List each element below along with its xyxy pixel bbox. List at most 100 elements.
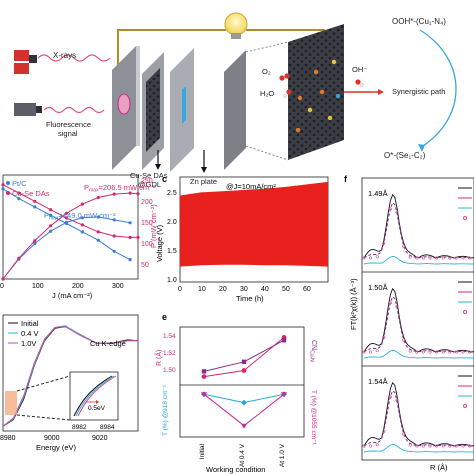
data-point	[33, 242, 37, 246]
oh-label: OH⁻	[352, 65, 367, 74]
data-point	[362, 350, 366, 354]
end-plate	[224, 50, 246, 170]
xray-label: X-rays	[53, 51, 76, 60]
exafs-fit-line	[363, 201, 474, 259]
svg-text:8984: 8984	[100, 424, 115, 431]
exafs-im-line	[363, 349, 474, 359]
panel-b-plot	[1, 183, 140, 281]
data-point	[80, 230, 84, 234]
data-point	[128, 235, 132, 239]
svg-text:2.0: 2.0	[167, 219, 177, 226]
zoom-connector	[16, 375, 71, 421]
data-point	[33, 199, 37, 203]
data-point	[128, 258, 132, 262]
zoom-box	[5, 391, 17, 415]
path-top-label: OOH*-(Cu₁-N₄)	[392, 17, 446, 26]
data-point	[408, 443, 412, 447]
data-point	[112, 218, 116, 222]
exafs-im-line	[363, 443, 474, 453]
voltage-band	[180, 181, 328, 267]
panel-f-ylabel: FT(k²χ(k)) (Å⁻³)	[349, 278, 358, 330]
data-point	[1, 277, 5, 281]
svg-text:50: 50	[141, 262, 149, 269]
data-point	[461, 444, 465, 448]
data-point	[448, 256, 452, 260]
panel-e-ylabel-top-left: R (Å)	[154, 350, 163, 366]
data-point	[112, 192, 116, 196]
xtick-initial: Initial	[199, 443, 206, 459]
data-point	[80, 202, 84, 206]
data-point	[112, 234, 116, 238]
xray-wave	[37, 54, 111, 62]
panel-e-label: e	[162, 312, 167, 322]
svg-text:10: 10	[198, 286, 206, 293]
data-point	[382, 241, 386, 245]
data-point	[448, 350, 452, 354]
legend-marker	[463, 310, 467, 314]
catalyst-sheet	[288, 24, 344, 160]
data-point	[395, 398, 399, 402]
h2o-label: H₂O	[260, 89, 274, 98]
data-point	[128, 191, 132, 195]
o2-label: O₂	[262, 67, 271, 76]
panel-b-legend: Pt/C Cu-Se DAs	[6, 179, 50, 198]
exafs-fit-line	[363, 295, 474, 353]
data-point	[441, 256, 445, 260]
path-mid-label: Synergistic path	[392, 87, 445, 96]
exafs-im-line	[363, 255, 474, 265]
xray-source-icon	[14, 50, 37, 74]
data-point	[241, 423, 247, 429]
data-point	[80, 216, 84, 220]
data-point	[454, 256, 458, 260]
fluorescence-wave	[43, 106, 105, 114]
panel-c-plot	[180, 181, 328, 267]
data-point	[428, 256, 432, 260]
exafs-exp-line	[363, 193, 474, 259]
panel-e-ylabel-top-right: CNCu-N	[309, 340, 318, 362]
exafs-exp-line	[363, 381, 474, 447]
panel-d: Initial 0.4 V 1.0V Cu K-edge 0.5eV 8982 …	[0, 314, 139, 452]
panel-e-xlabel: Working condition	[206, 465, 265, 474]
panel-d-frame	[2, 314, 139, 432]
data-point	[201, 392, 207, 398]
data-point	[421, 350, 425, 354]
svg-text:9020: 9020	[92, 435, 108, 442]
data-point	[375, 349, 379, 353]
zn-label: Zn plate	[190, 177, 217, 186]
panel-e: e 1.54 1.52 1.50 R (Å) T (%) @918 cm⁻¹ C…	[154, 312, 317, 474]
svg-text:2.5: 2.5	[167, 190, 177, 197]
data-point	[421, 444, 425, 448]
svg-text:100: 100	[141, 241, 153, 248]
data-point	[362, 256, 366, 260]
xtick-10: At 1.0 V	[279, 443, 286, 467]
panel-c-annotation: @J=10mA/cm²	[226, 182, 276, 191]
data-point	[382, 335, 386, 339]
data-point	[402, 432, 406, 436]
data-point	[369, 444, 373, 448]
panel-f-xlabel: R (Å)	[430, 463, 448, 472]
panel-b: 250 200 150 100 50 P (mW cm⁻²) Pt/C Cu-S…	[0, 174, 158, 300]
data-point	[112, 249, 116, 253]
bulb-base-icon	[231, 33, 241, 39]
panel-f: f 1.49Å 1.50Å 1.54Å FT(k²χ(k)) (Å⁻³) R (…	[344, 174, 474, 472]
data-point	[33, 239, 37, 243]
panel-b-right-ylabel: P (mW cm⁻²)	[149, 204, 158, 248]
exafs-fit-line	[363, 389, 474, 447]
data-point	[128, 221, 132, 225]
svg-text:100: 100	[32, 283, 44, 290]
panel-e-frame	[179, 326, 305, 438]
panel-f-plot	[362, 187, 474, 453]
data-point	[468, 350, 472, 354]
window-plate	[112, 46, 140, 170]
data-point	[201, 369, 207, 374]
data-point	[441, 350, 445, 354]
data-point	[17, 256, 21, 260]
data-point	[428, 444, 432, 448]
svg-text:150: 150	[141, 220, 153, 227]
legend-04v: 0.4 V	[21, 329, 39, 338]
data-point	[17, 197, 21, 201]
data-point	[33, 205, 37, 209]
data-point	[64, 211, 69, 215]
panel-b-xlabel: J (mA cm⁻²)	[52, 291, 93, 300]
